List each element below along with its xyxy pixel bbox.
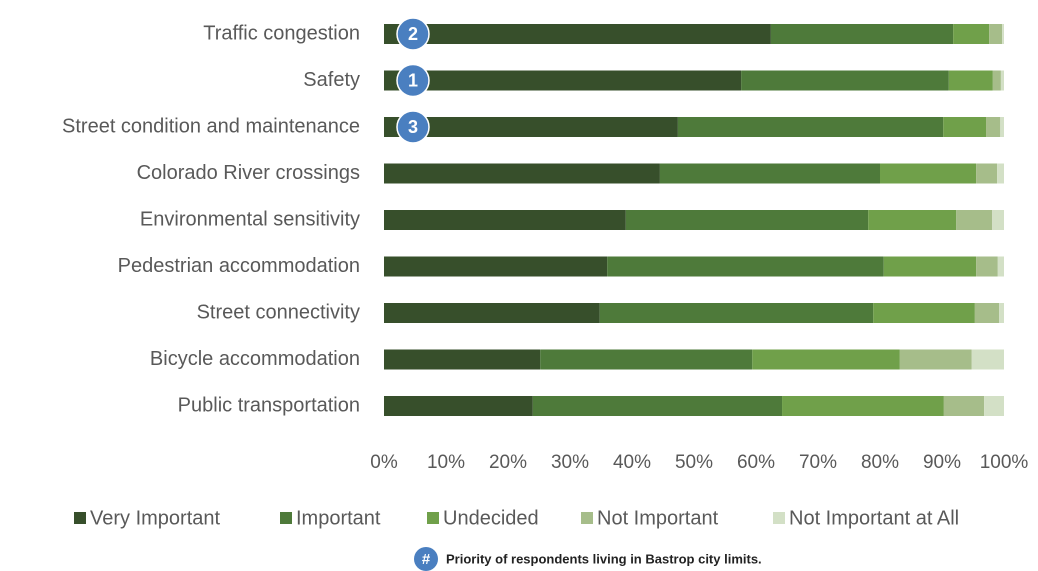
bar-segment <box>1000 117 1004 137</box>
bar-segment <box>659 163 880 184</box>
note-symbol: # <box>422 551 431 568</box>
category-label: Public transportation <box>178 394 360 416</box>
bar-segment <box>384 117 678 137</box>
category-label: Bicycle accommodation <box>150 348 360 370</box>
rank-badge <box>396 110 430 144</box>
legend-swatch <box>773 512 785 524</box>
bar-segment <box>997 256 1004 277</box>
x-tick-label: 20% <box>489 452 527 473</box>
bar-segment <box>984 396 1004 416</box>
bar-segment <box>999 303 1004 323</box>
category-label: Environmental sensitivity <box>140 208 360 230</box>
bar-segment <box>956 210 993 230</box>
rank-badge-label: 2 <box>408 24 418 44</box>
bar-segment <box>384 256 608 277</box>
x-tick-label: 90% <box>923 452 961 473</box>
bar-segment <box>899 349 972 370</box>
bar-segment <box>986 117 1001 137</box>
bar-segment <box>677 117 944 137</box>
x-tick-label: 60% <box>737 452 775 473</box>
legend-swatch <box>74 512 86 524</box>
bar-segment <box>384 70 742 91</box>
legend-swatch <box>280 512 292 524</box>
x-tick-label: 10% <box>427 452 465 473</box>
bar-segment <box>989 24 1003 44</box>
legend-swatch <box>427 512 439 524</box>
bar-segment <box>883 256 977 277</box>
bar-segment <box>971 349 1004 370</box>
rank-badge-label: 1 <box>408 70 418 90</box>
bar-segment <box>943 396 985 416</box>
bar-segment <box>997 163 1004 184</box>
category-label: Street connectivity <box>197 301 360 323</box>
bar-segment <box>868 210 957 230</box>
bar-segment <box>752 349 900 370</box>
bar-segment <box>384 24 771 44</box>
bar-segment <box>782 396 944 416</box>
note-badge <box>414 547 438 571</box>
legend-label: Very Important <box>90 507 221 529</box>
bar-segment <box>873 303 975 323</box>
rank-badge-label: 3 <box>408 117 418 137</box>
bar-segment <box>1000 70 1004 91</box>
bar-segment <box>976 163 998 184</box>
bar-segment <box>953 24 990 44</box>
legend-label: Not Important at All <box>789 507 959 529</box>
bar-segment <box>992 70 1001 91</box>
bar-segment <box>384 210 626 230</box>
legend-swatch <box>581 512 593 524</box>
bar-segment <box>532 396 783 416</box>
legend-label: Important <box>296 507 381 529</box>
bar-segment <box>384 303 600 323</box>
bar-segment <box>948 70 993 91</box>
bar-segment <box>540 349 753 370</box>
legend-label: Not Important <box>597 507 719 529</box>
bar-segment <box>599 303 874 323</box>
x-tick-label: 40% <box>613 452 651 473</box>
rank-badge <box>396 63 430 98</box>
x-tick-label: 70% <box>799 452 837 473</box>
bar-segment <box>384 163 660 184</box>
note: Priority of respondents living in Bastro… <box>446 551 762 566</box>
rank-badge <box>396 17 430 51</box>
bar-segment <box>880 163 977 184</box>
bar-segment <box>741 70 949 91</box>
x-tick-label: 100% <box>980 452 1029 473</box>
bar-segment <box>384 349 541 370</box>
bar-segment <box>607 256 884 277</box>
x-tick-label: 80% <box>861 452 899 473</box>
category-label: Traffic congestion <box>203 22 360 44</box>
bar-segment <box>974 303 1000 323</box>
bar-segment <box>1002 24 1004 44</box>
bar-segment <box>976 256 998 277</box>
bar-segment <box>384 396 533 416</box>
bar-segment <box>625 210 869 230</box>
x-tick-label: 30% <box>551 452 589 473</box>
category-label: Colorado River crossings <box>137 162 360 184</box>
category-label: Safety <box>303 69 360 91</box>
x-tick-label: 0% <box>370 452 398 473</box>
x-tick-label: 50% <box>675 452 713 473</box>
category-label: Pedestrian accommodation <box>118 255 360 277</box>
bar-segment <box>943 117 987 137</box>
bar-segment <box>770 24 954 44</box>
category-label: Street condition and maintenance <box>62 115 360 137</box>
bar-segment <box>992 210 1004 230</box>
legend-label: Undecided <box>443 507 539 529</box>
